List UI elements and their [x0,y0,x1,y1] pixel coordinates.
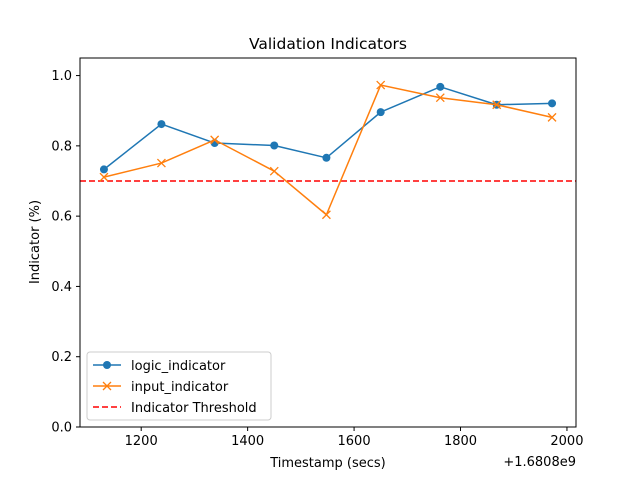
data-point-1-8 [547,112,557,122]
y-axis-label: Indicator (%) [28,200,43,284]
x-offset-label: +1.6808e9 [503,455,576,470]
y-tick-label: 1.0 [51,69,72,84]
x-tick-label: 2000 [550,434,583,449]
data-point-0-5 [376,108,385,117]
data-point-1-2 [210,135,220,145]
y-tick-label: 0.8 [51,139,72,154]
legend-label-threshold: Indicator Threshold [131,401,257,416]
data-point-0-6 [436,82,445,91]
x-tick-label: 1800 [444,434,477,449]
data-point-1-7 [492,100,502,110]
chart-title: Validation Indicators [249,35,407,53]
plot-area [80,80,576,220]
data-point-1-6 [435,93,445,103]
x-tick-label: 1400 [231,434,264,449]
legend-marker-logic [103,361,111,369]
data-point-1-0 [99,172,109,182]
data-point-1-1 [156,158,166,168]
data-point-0-1 [157,120,166,129]
y-tick-label: 0.4 [51,280,72,295]
legend-label-input: input_indicator [131,380,229,395]
data-point-0-4 [322,153,331,162]
data-point-1-4 [321,210,331,220]
data-point-0-0 [99,165,108,174]
data-point-0-3 [270,141,279,150]
y-tick-label: 0.2 [51,350,72,365]
y-tick-label: 0.6 [51,210,72,225]
legend-label-logic: logic_indicator [131,359,226,374]
data-point-1-3 [269,166,279,176]
x-axis-label: Timestamp (secs) [269,456,386,471]
x-tick-label: 1600 [338,434,371,449]
legend-marker-input [102,381,112,391]
data-point-0-8 [548,99,557,108]
legend: logic_indicator input_indicator Indicato… [86,351,272,421]
legend-box [86,351,272,421]
axis-ticks: 1200 1400 1600 1800 2000 0.0 0.2 0.4 0.6 0.8 1.0 [51,69,583,449]
x-tick-label: 1200 [125,434,158,449]
data-point-1-5 [376,80,386,90]
axes-frame [79,57,577,428]
y-tick-label: 0.0 [51,421,72,436]
